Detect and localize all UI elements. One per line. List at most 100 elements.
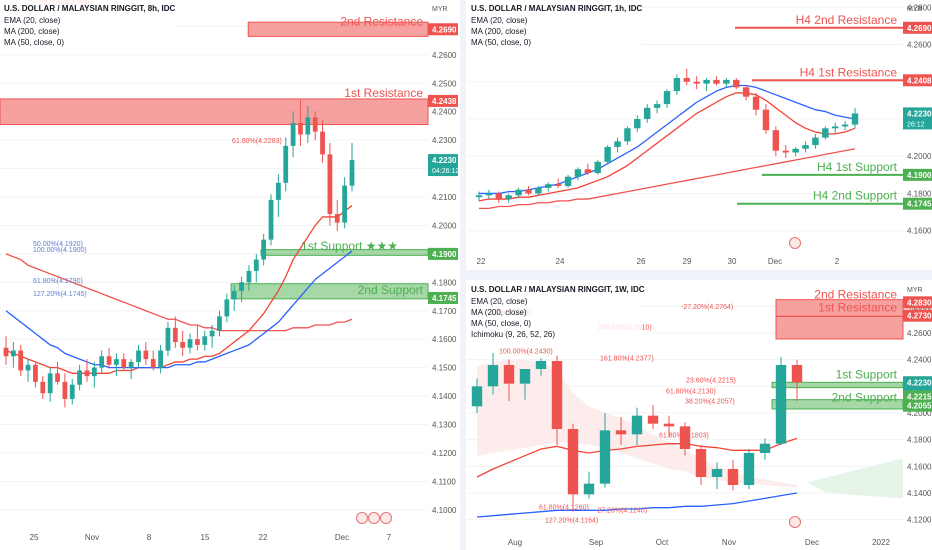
price-tag: [428, 247, 458, 260]
y-tick-label: 4.1100: [432, 477, 456, 486]
chart-title: U.S. DOLLAR / MALAYSIAN RINGGIT, 1h, IDC: [471, 4, 642, 13]
x-tick-label: 7: [387, 533, 392, 542]
y-tick-label: 4.1800: [432, 278, 457, 287]
candle-body: [275, 182, 281, 200]
candle-body: [693, 81, 700, 84]
candle-body: [290, 123, 296, 146]
candle-body: [99, 356, 105, 368]
currency-label: MYR: [907, 287, 923, 294]
price-tag: [903, 390, 932, 403]
x-tick-label: Dec: [335, 533, 349, 542]
candle-body: [239, 282, 244, 291]
candle-body: [187, 339, 193, 348]
y-tick-label: 4.2400: [907, 356, 932, 365]
candle-body: [743, 453, 755, 485]
candle-body: [128, 361, 134, 368]
indicator-label: MA (50, close, 0): [471, 319, 531, 328]
chart-panel-8h[interactable]: 4.27004.26004.25004.24004.23004.22004.21…: [0, 0, 458, 550]
x-tick-label: Oct: [656, 538, 669, 547]
current-price-text: 4.2230: [907, 378, 932, 387]
candle-body: [246, 270, 252, 283]
y-tick-label: 4.1600: [432, 335, 457, 344]
chart-panel-1w[interactable]: 4.28004.26004.24004.22004.20004.18004.16…: [467, 281, 932, 550]
fib-label: 100.00%(4.1900): [33, 247, 87, 254]
candle-body: [653, 104, 661, 108]
price-tag: [903, 197, 932, 210]
candle-body: [349, 160, 355, 186]
horizontal-divider[interactable]: [466, 270, 932, 280]
x-tick-label: Dec: [805, 538, 819, 547]
candle-body: [268, 199, 274, 240]
ma-line: [476, 437, 798, 478]
candle-body: [283, 145, 289, 183]
candle-body: [583, 483, 595, 495]
candle-body: [503, 365, 515, 384]
y-tick-label: 4.1500: [432, 364, 457, 373]
candle-body: [535, 187, 542, 194]
indicator-label: MA (200, close): [471, 308, 527, 317]
candle-body: [679, 426, 691, 449]
candle-body: [599, 430, 611, 484]
candle-body: [136, 350, 141, 362]
chart-1w-svg[interactable]: 4.28004.26004.24004.22004.20004.18004.16…: [467, 281, 932, 550]
chart-1h-svg[interactable]: 4.28004.26004.24004.22004.20004.18004.16…: [467, 0, 932, 270]
chart-panel-1h[interactable]: 4.28004.26004.24004.22004.20004.18004.16…: [467, 0, 932, 270]
price-tag-text: 4.1900: [432, 250, 457, 259]
candle-body: [217, 316, 222, 331]
candle-body: [711, 469, 723, 477]
candle-body: [631, 415, 643, 435]
candle-body: [673, 78, 681, 92]
candle-body: [202, 336, 208, 345]
support-label: H4 2nd Support: [813, 189, 898, 203]
candle-body: [25, 364, 31, 371]
price-tag-text: 4.2215: [907, 392, 932, 401]
flag-icon: [789, 516, 801, 528]
y-tick-label: 4.2600: [907, 41, 932, 50]
candle-body: [62, 381, 68, 399]
candle-body: [733, 79, 740, 88]
price-tag-text: 4.1745: [432, 294, 457, 303]
y-tick-label: 4.2600: [432, 51, 457, 60]
y-tick-label: 4.1800: [907, 189, 932, 198]
candle-body: [172, 327, 178, 343]
resistance-label: H4 2nd Resistance: [796, 13, 898, 27]
ma-line: [5, 253, 353, 332]
current-price-tag: [903, 107, 932, 130]
indicator-label: MA (50, close, 0): [4, 38, 64, 47]
candle-body: [822, 128, 829, 138]
resistance-zone: [775, 315, 904, 340]
price-tag: [428, 94, 458, 107]
x-tick-label: Nov: [722, 538, 736, 547]
fib-label: 61.80%(4.1790): [33, 278, 83, 285]
y-tick-label: 4.2000: [907, 152, 932, 161]
candle-body: [624, 128, 631, 142]
candle-body: [695, 449, 707, 477]
indicator-label: EMA (20, close): [471, 16, 528, 25]
vertical-divider[interactable]: [460, 0, 466, 550]
price-tag: [428, 23, 458, 36]
candle-body: [759, 443, 771, 453]
candle-body: [683, 78, 691, 82]
resistance-label: 2nd Resistance: [340, 14, 423, 28]
x-tick-label: Nov: [85, 533, 99, 542]
candle-body: [551, 361, 563, 429]
x-tick-label: 8: [147, 533, 152, 542]
candle-body: [165, 327, 171, 351]
fib-label: 23.60%(4.2215): [686, 377, 736, 384]
price-tag-text: 4.2438: [432, 97, 457, 106]
price-tag-text: 4.2690: [432, 25, 457, 34]
y-tick-label: 4.1400: [432, 392, 457, 401]
candle-body: [487, 365, 499, 387]
candle-body: [33, 364, 38, 382]
y-tick-label: 4.2500: [432, 79, 457, 88]
resistance-label: 1st Resistance: [344, 86, 423, 100]
chart-8h-svg[interactable]: 4.27004.26004.25004.24004.23004.22004.21…: [0, 0, 458, 550]
resistance-label: 2nd Resistance: [814, 287, 897, 301]
candle-body: [224, 299, 230, 317]
candle-body: [634, 119, 641, 129]
fib-label: 161.80%(4.2377): [600, 356, 654, 363]
price-tag-text: 4.2055: [907, 402, 932, 411]
candle-body: [594, 161, 601, 173]
candle-body: [615, 430, 627, 435]
